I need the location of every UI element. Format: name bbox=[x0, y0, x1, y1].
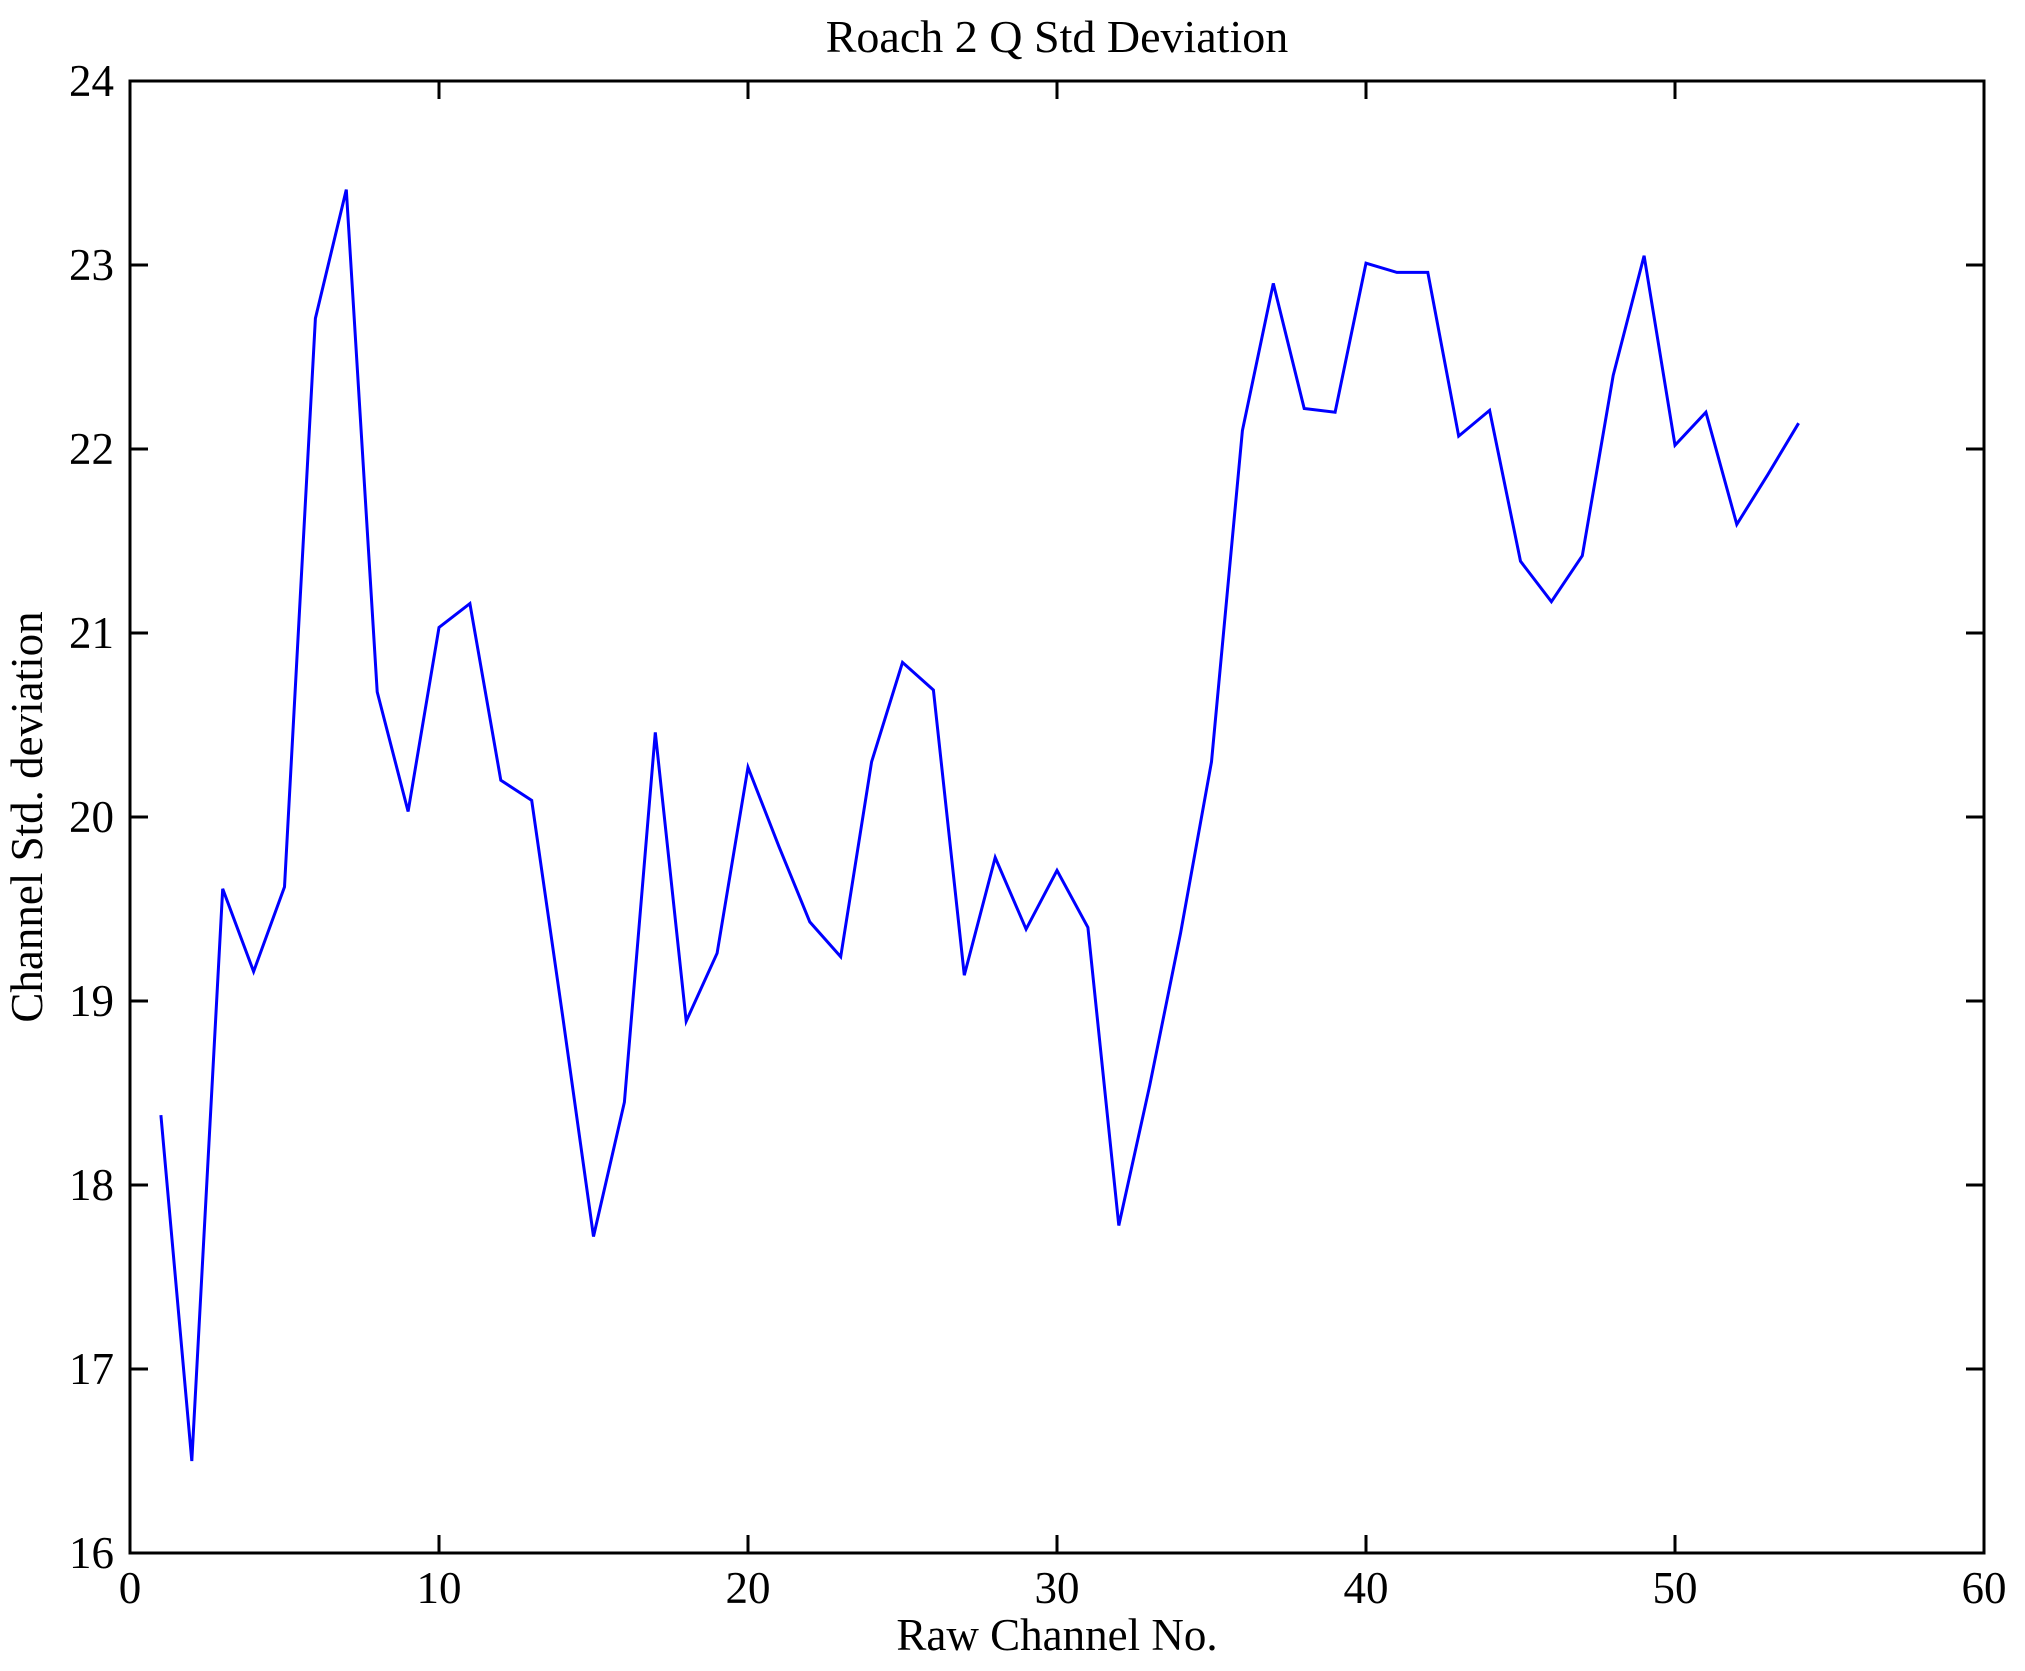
x-axis-label: Raw Channel No. bbox=[896, 1610, 1217, 1660]
y-tick-label: 23 bbox=[69, 240, 114, 290]
axis-ticks bbox=[128, 79, 1986, 1555]
y-tick-label: 21 bbox=[69, 608, 114, 658]
y-axis-label: Channel Std. deviation bbox=[2, 611, 52, 1022]
y-tick-label: 20 bbox=[69, 792, 114, 842]
series-line bbox=[159, 189, 1800, 1462]
data-series bbox=[159, 189, 1800, 1462]
y-tick-label: 24 bbox=[69, 56, 114, 106]
x-tick-label: 0 bbox=[119, 1563, 142, 1613]
y-tick-label: 19 bbox=[69, 976, 114, 1026]
tick-labels: 0 10 20 30 40 50 60 16 17 18 19 20 21 22 23 24 bbox=[69, 56, 2007, 1613]
y-tick-label: 18 bbox=[69, 1160, 114, 1210]
x-tick-label: 60 bbox=[1962, 1563, 2007, 1613]
x-tick-label: 30 bbox=[1035, 1563, 1080, 1613]
chart-title: Roach 2 Q Std Deviation bbox=[826, 11, 1289, 62]
y-tick-label: 17 bbox=[69, 1344, 114, 1394]
y-tick-label: 22 bbox=[69, 424, 114, 474]
axes-frame bbox=[128, 79, 1986, 1555]
x-tick-label: 20 bbox=[726, 1563, 771, 1613]
x-tick-label: 40 bbox=[1344, 1563, 1389, 1613]
x-tick-label: 10 bbox=[417, 1563, 462, 1613]
y-tick-label: 16 bbox=[69, 1528, 114, 1578]
x-tick-label: 50 bbox=[1653, 1563, 1698, 1613]
plot-box bbox=[128, 79, 1986, 1555]
